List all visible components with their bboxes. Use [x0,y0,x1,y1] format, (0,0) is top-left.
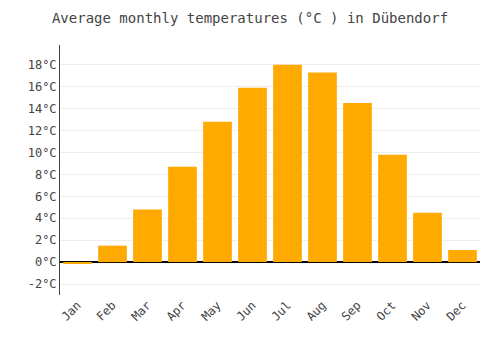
svg-text:2°C: 2°C [35,233,57,247]
svg-text:Feb: Feb [94,298,119,323]
svg-text:18°C: 18°C [28,58,57,72]
svg-text:-2°C: -2°C [28,277,57,291]
svg-text:6°C: 6°C [35,190,57,204]
svg-text:Jan: Jan [59,298,84,323]
svg-text:Average monthly temperatures (: Average monthly temperatures (°C ) in Dü… [52,10,448,26]
svg-text:16°C: 16°C [28,80,57,94]
svg-text:Jun: Jun [234,298,259,323]
svg-text:Sep: Sep [339,298,364,323]
svg-text:Mar: Mar [129,298,154,323]
svg-text:12°C: 12°C [28,124,57,138]
svg-text:8°C: 8°C [35,168,57,182]
svg-text:Nov: Nov [409,298,434,323]
svg-text:4°C: 4°C [35,211,57,225]
svg-text:0°C: 0°C [35,255,57,269]
svg-text:10°C: 10°C [28,146,57,160]
svg-text:Jul: Jul [269,298,294,323]
svg-text:Apr: Apr [164,298,189,323]
svg-text:14°C: 14°C [28,102,57,116]
svg-text:Dec: Dec [444,298,469,323]
svg-text:Aug: Aug [304,298,329,323]
svg-text:May: May [199,298,224,323]
svg-text:Oct: Oct [374,298,399,323]
